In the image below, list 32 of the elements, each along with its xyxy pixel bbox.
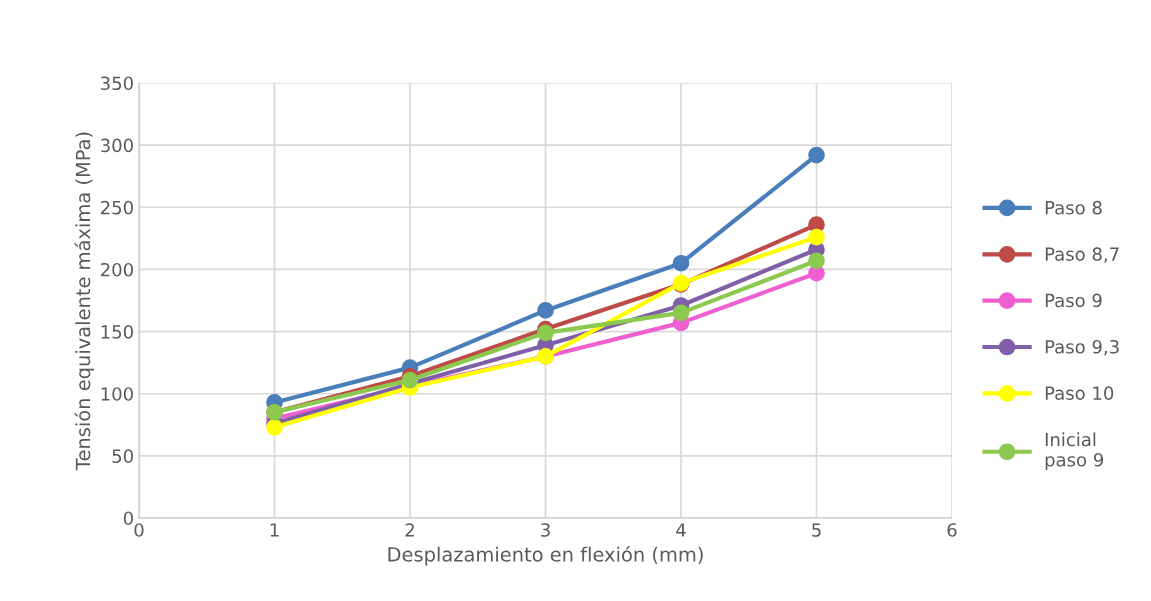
- legend-label: Paso 9,3: [1045, 339, 1119, 356]
- point: [672, 304, 690, 322]
- point: [808, 228, 825, 246]
- y-tick-label: 0: [123, 511, 133, 526]
- x-tick-label: 4: [676, 523, 686, 537]
- legend-label: Paso 10: [1045, 386, 1114, 400]
- y-tick-label: 200: [101, 262, 133, 277]
- point: [672, 254, 690, 272]
- x-tick-label: 1: [270, 523, 279, 537]
- point: [808, 146, 825, 164]
- legend-label: Paso 8,7: [1045, 247, 1119, 263]
- y-tick-label: 350: [101, 76, 133, 91]
- x-tick-label: 3: [541, 523, 550, 537]
- x-tick-label: 6: [947, 523, 957, 537]
- point: [537, 324, 554, 342]
- legend-label: Inicial paso 9: [1045, 432, 1104, 471]
- point: [537, 302, 554, 319]
- x-tick-label: 5: [812, 523, 821, 537]
- point: [401, 371, 419, 389]
- y-tick-label: 100: [101, 387, 133, 401]
- legend-label: Paso 8: [1045, 200, 1102, 215]
- x-axis-title: Desplazamiento en flexión (mm): [388, 545, 703, 566]
- y-tick-label: 250: [101, 200, 133, 215]
- y-tick-label: 150: [101, 325, 133, 339]
- y-axis-title: Tensión equivalente máxima (MPa): [74, 132, 95, 471]
- point: [266, 418, 283, 436]
- x-tick-label: 2: [405, 523, 414, 537]
- point: [808, 252, 825, 270]
- x-tick-label: 0: [134, 523, 144, 537]
- y-tick-label: 50: [112, 449, 133, 463]
- legend-label: Paso 9: [1045, 293, 1102, 308]
- y-tick-label: 300: [101, 138, 133, 153]
